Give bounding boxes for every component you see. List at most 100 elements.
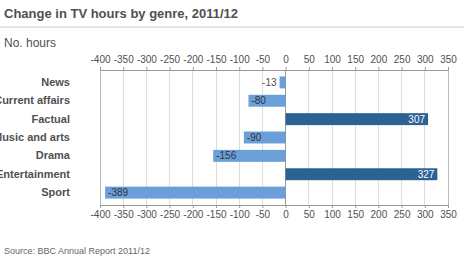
tick-label: 350: [440, 54, 457, 65]
title-rule: [0, 27, 464, 28]
data-label: 307: [408, 114, 425, 125]
tick: 50: [304, 205, 316, 220]
grid-line: [169, 70, 170, 205]
category-label: Drama: [36, 149, 71, 161]
category-label: Current affairs: [0, 94, 70, 106]
tick-mark: [239, 67, 240, 70]
tick-mark: [216, 67, 217, 70]
data-label: -90: [247, 132, 262, 143]
tick-label: -200: [183, 209, 203, 220]
tick: 0: [283, 205, 289, 220]
tick-label: 300: [417, 54, 434, 65]
tick-mark: [402, 205, 403, 208]
tick-mark: [123, 67, 124, 70]
tick: Sport: [41, 186, 70, 198]
title: Change in TV hours by genre, 2011/12: [4, 6, 238, 21]
tick-label: 150: [347, 54, 364, 65]
tick: Drama: [36, 149, 71, 161]
tick-label: 200: [371, 209, 388, 220]
tick: Entertainment: [0, 168, 70, 180]
data-label: -13: [262, 77, 277, 88]
tick-label: -150: [206, 54, 226, 65]
tick-mark: [355, 205, 356, 208]
tick: -400: [90, 54, 110, 70]
grid-line: [332, 70, 333, 205]
tick-mark: [100, 67, 101, 70]
tick: Factual: [31, 113, 70, 125]
tick-label: 0: [283, 209, 289, 220]
tick-mark: [309, 67, 310, 70]
tick-label: -250: [160, 209, 180, 220]
tick: -200: [183, 54, 203, 70]
grid-line: [239, 70, 240, 205]
tick-mark: [146, 67, 147, 70]
tick-label: 250: [394, 209, 411, 220]
tick-label: -400: [90, 209, 110, 220]
grid: [100, 70, 448, 205]
tick-mark: [146, 205, 147, 208]
tick-label: -300: [137, 209, 157, 220]
tick: Music and arts: [0, 131, 70, 143]
data-label: -80: [251, 95, 266, 106]
tick-mark: [262, 205, 263, 208]
tick: 150: [347, 54, 364, 70]
tick-mark: [448, 67, 449, 70]
tick: 50: [304, 54, 316, 70]
bar: [244, 132, 286, 144]
grid-line: [123, 70, 124, 205]
tick-mark: [239, 205, 240, 208]
y-axis: NewsCurrent affairsFactualMusic and arts…: [0, 76, 71, 198]
tick-mark: [262, 67, 263, 70]
tick-mark: [286, 67, 287, 70]
tick: -300: [137, 205, 157, 220]
tick: -350: [114, 205, 134, 220]
tick-mark: [170, 67, 171, 70]
tick: 0: [283, 54, 289, 70]
bar: [248, 95, 285, 107]
axis-line: [101, 206, 449, 209]
grid-line: [308, 70, 309, 205]
tick-label: 100: [324, 209, 341, 220]
tick-mark: [100, 205, 101, 208]
data-label: -389: [108, 187, 128, 198]
bar: [280, 76, 286, 88]
tick: -250: [160, 54, 180, 70]
tick-label: -100: [230, 54, 250, 65]
tick-mark: [286, 205, 287, 208]
tick: -250: [160, 205, 180, 220]
bars: [105, 76, 437, 198]
tick: 300: [417, 205, 434, 220]
tick-mark: [425, 67, 426, 70]
tick-mark: [332, 205, 333, 208]
bar: [286, 168, 438, 180]
data-labels: -13-80307-90-156327-389: [108, 77, 435, 198]
tick-mark: [448, 205, 449, 208]
tick-mark: [425, 205, 426, 208]
bar: [286, 113, 428, 125]
tick-label: -150: [206, 209, 226, 220]
tick: -150: [206, 54, 226, 70]
tick-mark: [216, 205, 217, 208]
tick-label: -50: [256, 209, 271, 220]
grid-line: [378, 70, 379, 205]
category-label: Factual: [31, 113, 70, 125]
tick-label: -200: [183, 54, 203, 65]
tick-label: 150: [347, 209, 364, 220]
grid-line: [424, 70, 425, 205]
tick-mark: [170, 205, 171, 208]
tick: -300: [137, 54, 157, 70]
tick-mark: [378, 205, 379, 208]
tick-label: -400: [90, 54, 110, 65]
tick: -100: [230, 54, 250, 70]
x-axis-top: -400-350-300-250-200-150-100-50050100150…: [90, 54, 457, 71]
tick: 350: [440, 54, 457, 70]
grid-line: [401, 70, 402, 205]
tick: -350: [114, 54, 134, 70]
tick-label: 200: [371, 54, 388, 65]
tick: 350: [440, 205, 457, 220]
tick-mark: [309, 205, 310, 208]
tick: Current affairs: [0, 94, 70, 106]
data-label: 327: [418, 169, 435, 180]
tick-label: -100: [230, 209, 250, 220]
category-label: Entertainment: [0, 168, 70, 180]
